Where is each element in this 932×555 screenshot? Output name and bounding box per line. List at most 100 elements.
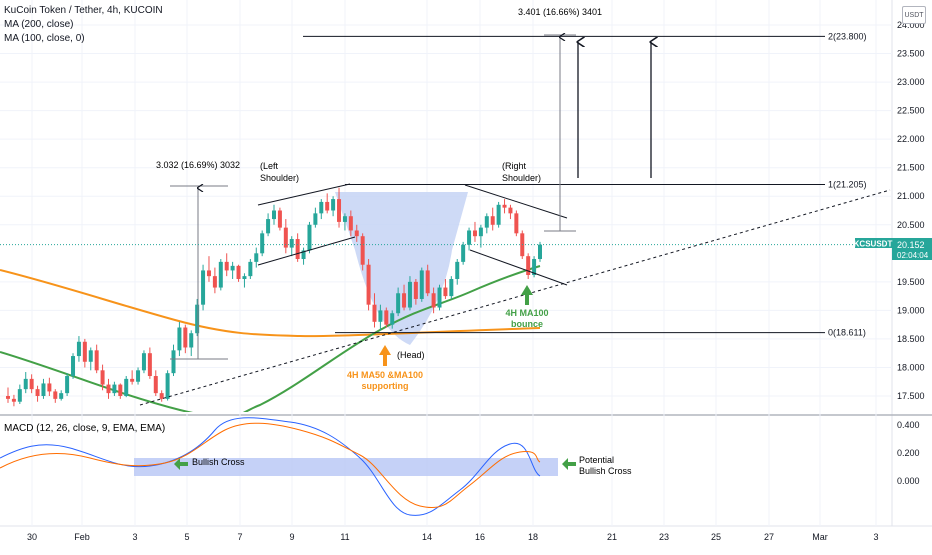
- trend-line: [139, 189, 891, 406]
- candle-body: [230, 265, 235, 271]
- candle-body: [153, 376, 158, 394]
- candle-body: [59, 393, 64, 399]
- candle-body: [384, 310, 389, 325]
- candle-body: [130, 378, 135, 382]
- candle-body: [41, 383, 46, 396]
- candle-body: [538, 244, 542, 260]
- candle-body: [526, 256, 531, 275]
- candle-body: [307, 224, 312, 251]
- time-tick-label: 23: [659, 532, 669, 542]
- ma100-line: [0, 265, 541, 412]
- candle-body: [224, 261, 229, 271]
- candle-body: [189, 333, 194, 348]
- price-tick-label: 21.000: [897, 191, 925, 201]
- candles: [6, 187, 542, 407]
- candle-body: [76, 341, 81, 357]
- candle-body: [277, 210, 282, 228]
- candle-body: [295, 239, 300, 260]
- candle-body: [53, 391, 58, 399]
- moving-averages: [0, 265, 541, 412]
- price-tick-label: 22.500: [897, 106, 925, 116]
- candle-body: [159, 393, 164, 399]
- candle-body: [201, 270, 206, 305]
- candle-body: [17, 389, 22, 402]
- candle-body: [372, 304, 377, 322]
- bounce-label-1: 4H MA100: [505, 308, 548, 318]
- candle-body: [29, 378, 34, 390]
- ma200-line: [0, 269, 541, 338]
- candle-body: [11, 398, 16, 402]
- potential-cross-label-2: Bullish Cross: [579, 466, 632, 476]
- candle-body: [348, 216, 353, 231]
- indicator-ma100[interactable]: MA (100, close, 0): [4, 33, 85, 44]
- candle-body: [360, 236, 365, 265]
- price-tick-label: 23.000: [897, 77, 925, 87]
- time-tick-label: 18: [528, 532, 538, 542]
- candle-body: [289, 239, 294, 248]
- time-tick-label: 25: [711, 532, 721, 542]
- macd-tick-label: 0.400: [897, 420, 920, 430]
- candle-body: [136, 370, 141, 382]
- left-shoulder-label-2: Shoulder): [260, 173, 299, 183]
- candle-body: [212, 276, 217, 288]
- currency-badge[interactable]: USDT: [902, 6, 926, 24]
- right-shoulder-top: [464, 184, 568, 219]
- fib-level-label: 1(21.205): [828, 180, 867, 190]
- macd-tick-label: 0.200: [897, 448, 920, 458]
- left-measure-label: 3.032 (16.69%) 3032: [156, 160, 240, 170]
- time-tick-label: Mar: [812, 532, 828, 542]
- price-tick-label: 23.500: [897, 49, 925, 59]
- symbol-title[interactable]: KuCoin Token / Tether, 4h, KUCOIN: [4, 5, 163, 16]
- candle-body: [35, 389, 40, 396]
- fib-level-label: 2(23.800): [828, 31, 867, 41]
- candle-body: [118, 384, 123, 396]
- candle-body: [419, 270, 424, 299]
- right-shoulder-label-1: (Right: [502, 161, 527, 171]
- time-tick-label: 9: [289, 532, 294, 542]
- candle-body: [514, 213, 519, 234]
- indicator-ma200[interactable]: MA (200, close): [4, 19, 74, 30]
- price-tick-label: 20.500: [897, 220, 925, 230]
- time-tick-label: 16: [475, 532, 485, 542]
- price-tick-label: 21.500: [897, 163, 925, 173]
- candle-body: [532, 259, 537, 275]
- candle-body: [272, 210, 276, 220]
- right-shoulder-bottom: [469, 249, 568, 286]
- bounce-label-2: bounce: [511, 319, 543, 329]
- candle-body: [254, 253, 259, 262]
- bullish-cross-arrow: [174, 458, 188, 470]
- left-shoulder-label-1: (Left: [260, 161, 279, 171]
- candle-body: [449, 278, 454, 297]
- candle-body: [378, 310, 383, 322]
- grid: [0, 0, 892, 526]
- head-shape: [335, 192, 468, 345]
- axes: 24.000 23.500 23.000 22.500 22.000 21.500 21.0…: [27, 20, 925, 542]
- fib-level-label: 0(18.611): [828, 328, 866, 338]
- price-tick-label: 18.500: [897, 334, 925, 344]
- candle-body: [496, 204, 501, 225]
- candle-body: [283, 227, 288, 248]
- candle-body: [82, 341, 87, 362]
- potential-cross-label-1: Potential: [579, 455, 614, 465]
- candle-body: [502, 204, 507, 208]
- bounce-arrow: [521, 285, 533, 305]
- ma-support-label-2: supporting: [362, 381, 409, 391]
- annotations: 3.401 (16.66%) 3401 3.032 (16.69%) 3032 …: [4, 7, 632, 476]
- price-tick-label: 18.000: [897, 362, 925, 372]
- candle-body: [147, 353, 152, 377]
- candle-body: [195, 304, 200, 334]
- candle-body: [366, 264, 371, 305]
- candle-body: [413, 281, 418, 299]
- candle-body: [455, 261, 460, 279]
- candle-body: [260, 233, 265, 254]
- candle-body: [88, 350, 93, 362]
- ma-support-label-1: 4H MA50 &MA100: [347, 370, 423, 380]
- candle-body: [6, 396, 10, 399]
- candle-body: [218, 261, 223, 288]
- candle-body: [112, 384, 117, 394]
- time-tick-label: 3: [873, 532, 878, 542]
- candle-body: [402, 293, 407, 308]
- candle-body: [490, 216, 495, 225]
